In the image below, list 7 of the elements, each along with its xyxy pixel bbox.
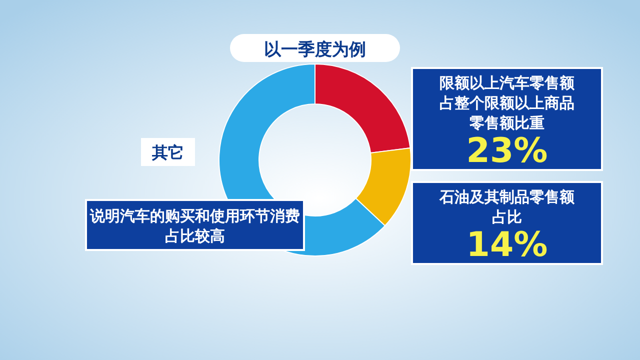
slice-label: 限额以上汽车零售额占整个限额以上商品零售额比重 [440, 74, 576, 132]
chart-title: 以一季度为例 [264, 40, 366, 60]
data-label: 14% [466, 225, 548, 265]
text: 说明汽车的购买和使用环节消费占比较高 [89, 207, 300, 245]
slice-label: 其它 [151, 143, 184, 162]
data-label: 23% [466, 131, 548, 171]
slice-label: 石油及其制品零售额占比 [438, 188, 576, 226]
